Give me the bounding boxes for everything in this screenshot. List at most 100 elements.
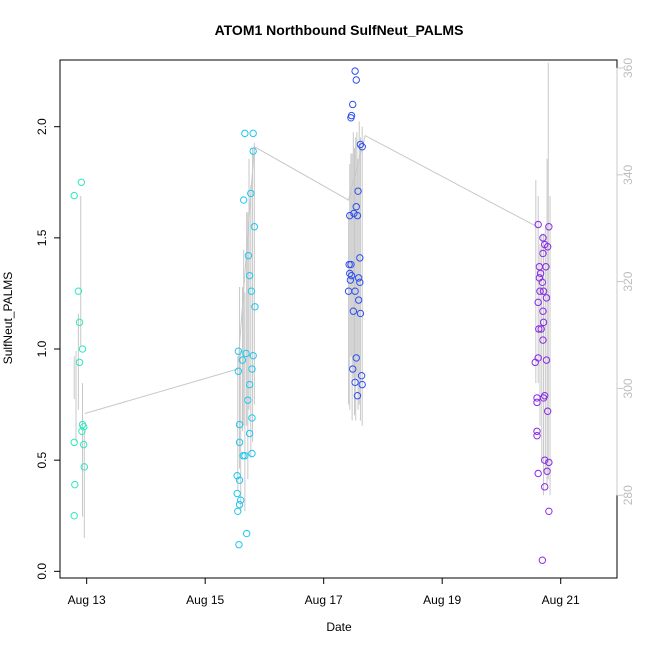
- right-y-tick-label: 340: [621, 164, 635, 184]
- data-point-series-4: [538, 278, 547, 287]
- data-point-series-2: [248, 449, 256, 458]
- data-point-series-2: [242, 349, 250, 358]
- data-point-series-4: [537, 325, 545, 333]
- data-point-series-2: [248, 414, 256, 422]
- data-point-series-2: [241, 452, 249, 460]
- data-point-series-3: [353, 391, 362, 400]
- data-point-series-4: [539, 234, 547, 242]
- data-point-series-4: [533, 427, 541, 435]
- data-point-series-3: [354, 296, 363, 304]
- data-point-series-4: [542, 294, 551, 302]
- data-point-series-1: [80, 423, 88, 431]
- x-tick-label: Aug 21: [542, 593, 580, 607]
- data-point-series-3: [358, 380, 366, 389]
- right-y-tick-label: 320: [621, 271, 635, 291]
- data-point-series-4: [533, 432, 541, 440]
- data-point-series-3: [358, 143, 366, 151]
- data-point-series-2: [233, 489, 241, 498]
- data-point-series-4: [541, 456, 549, 464]
- data-point-series-1: [74, 287, 83, 295]
- data-point-series-3: [351, 287, 359, 295]
- data-point-series-3: [351, 378, 359, 387]
- data-point-series-4: [545, 458, 553, 467]
- data-point-series-3: [349, 100, 357, 109]
- data-point-series-3: [346, 211, 354, 220]
- data-point-series-4: [538, 556, 547, 564]
- plot-frame: [59, 59, 618, 579]
- data-point-series-2: [241, 129, 249, 138]
- data-point-series-3: [352, 203, 360, 211]
- data-point-series-2: [235, 420, 244, 429]
- data-point-series-1: [70, 438, 78, 447]
- data-point-series-4: [539, 394, 548, 402]
- x-axis: Aug 13 Aug 15 Aug 17 Aug 19 Aug 21: [68, 577, 580, 607]
- data-point-series-2: [235, 476, 244, 484]
- data-point-series-2: [233, 472, 241, 480]
- data-point-series-4: [534, 220, 542, 229]
- data-point-series-2: [234, 367, 243, 375]
- data-point-series-2: [238, 356, 247, 364]
- data-point-series-4: [545, 507, 553, 516]
- right-y-tick-label: 280: [621, 485, 635, 505]
- data-point-series-3: [354, 187, 362, 195]
- chart-title: ATOM1 Northbound SulfNeut_PALMS: [215, 22, 464, 38]
- data-point-series-4: [542, 356, 551, 364]
- data-point-series-3: [349, 365, 357, 373]
- data-point-series-2: [245, 429, 254, 438]
- data-point-series-2: [250, 223, 259, 231]
- data-point-series-2: [242, 529, 251, 538]
- data-point-series-4: [536, 287, 544, 295]
- data-point-series-4: [536, 269, 545, 278]
- data-point-series-1: [70, 512, 78, 520]
- data-point-series-4: [531, 358, 539, 367]
- data-point-series-4: [541, 483, 549, 491]
- data-point-series-2: [244, 396, 252, 404]
- data-point-series-3: [347, 114, 355, 122]
- data-point-series-1: [78, 345, 87, 353]
- x-tick-label: Aug 17: [305, 593, 343, 607]
- data-point-series-4: [534, 469, 542, 478]
- right-axis-ranges: [73, 62, 551, 538]
- data-point-series-3: [353, 211, 362, 220]
- x-tick-label: Aug 19: [423, 593, 461, 607]
- data-point-series-2: [249, 129, 257, 138]
- data-point-series-2: [237, 496, 245, 504]
- data-point-series-4: [539, 287, 548, 295]
- data-point-series-2: [247, 189, 255, 198]
- y-axis-label: SulfNeut_PALMS: [1, 272, 15, 365]
- data-point-series-2: [234, 507, 242, 516]
- data-point-series-4: [535, 325, 543, 333]
- data-point-series-2: [244, 251, 253, 260]
- y-tick-label: 2.0: [35, 118, 49, 135]
- data-point-series-3: [351, 67, 359, 75]
- data-point-series-3: [346, 276, 355, 284]
- trend-layer: [84, 134, 538, 414]
- right-y-tick-label: 360: [621, 58, 635, 78]
- data-point-series-3: [356, 278, 364, 287]
- data-point-series-4: [533, 398, 541, 407]
- data-point-series-4: [543, 407, 552, 415]
- data-point-series-1: [75, 318, 84, 327]
- data-point-series-1: [71, 480, 79, 489]
- x-tick-label: Aug 15: [186, 593, 224, 607]
- y-tick-label: 0.0: [35, 563, 49, 580]
- data-point-series-3: [356, 309, 365, 318]
- data-point-series-3: [357, 371, 366, 380]
- data-point-series-4: [539, 336, 547, 344]
- data-point-series-2: [247, 287, 256, 295]
- data-point-series-2: [235, 438, 244, 447]
- data-point-series-2: [234, 347, 243, 355]
- data-point-series-2: [239, 196, 248, 204]
- x-tick-label: Aug 13: [68, 593, 106, 607]
- data-point-series-4: [543, 467, 551, 475]
- data-point-series-2: [249, 351, 257, 360]
- y-tick-label: 1.5: [35, 229, 49, 246]
- data-point-series-4: [541, 240, 549, 249]
- data-point-series-4: [545, 223, 553, 231]
- data-point-series-1: [80, 440, 88, 449]
- data-point-series-2: [235, 500, 244, 509]
- data-point-series-2: [235, 540, 243, 549]
- data-point-series-2: [251, 303, 259, 311]
- data-point-series-3: [349, 307, 358, 315]
